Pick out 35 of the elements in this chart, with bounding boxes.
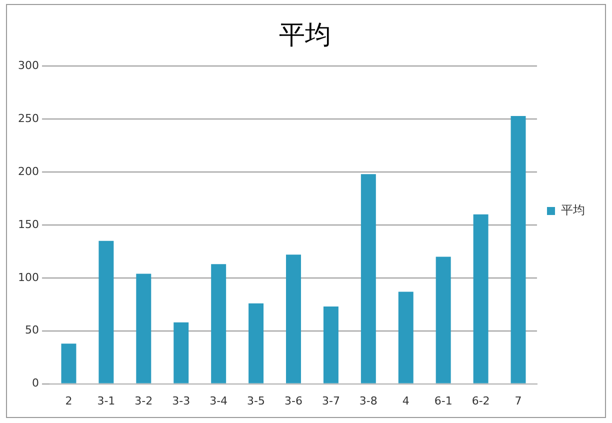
bar (398, 292, 414, 384)
x-tick-label: 3-2 (134, 394, 153, 408)
bar (360, 174, 376, 384)
x-tick-label: 3-6 (284, 394, 302, 408)
x-tick-label: 3-5 (247, 394, 266, 408)
legend-label: 平均 (561, 203, 585, 218)
x-tick-label: 3-7 (322, 394, 340, 408)
bar (286, 254, 301, 384)
x-tick-label: 7 (514, 394, 522, 408)
bar (323, 306, 338, 384)
x-tick-label: 6-1 (434, 394, 452, 408)
x-tick-label: 2 (65, 394, 72, 408)
bar (136, 274, 152, 384)
y-tick-label: 0 (32, 376, 39, 390)
bar (436, 256, 451, 384)
bar (473, 214, 488, 384)
bar (61, 344, 76, 384)
x-tick-label: 6-2 (472, 394, 490, 408)
y-tick-label: 250 (18, 112, 39, 125)
x-tick-label: 3-3 (172, 394, 190, 408)
y-tick-label: 50 (24, 324, 39, 337)
x-tick-label: 3-1 (97, 394, 116, 408)
x-tick-label: 3-4 (210, 394, 228, 408)
chart-title: 平均 (279, 20, 331, 50)
y-tick-label: 300 (18, 59, 39, 72)
bar (98, 240, 114, 384)
x-tick-label: 4 (402, 394, 410, 408)
bar (510, 116, 526, 384)
y-tick-label: 150 (18, 218, 39, 231)
bar (211, 264, 226, 384)
y-tick-label: 200 (18, 164, 39, 178)
bar (174, 322, 189, 384)
bar (248, 303, 264, 384)
y-tick-label: 100 (18, 270, 39, 284)
x-tick-label: 3-8 (359, 394, 378, 408)
